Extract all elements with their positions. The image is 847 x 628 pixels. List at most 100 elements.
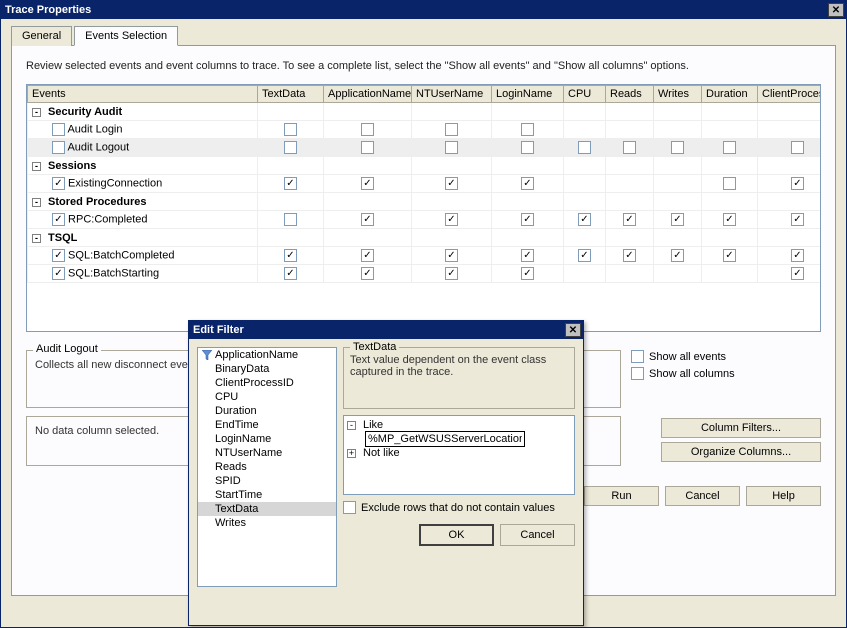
cell-checkbox[interactable] (445, 213, 458, 226)
filter-tree[interactable]: - Like + Not like (343, 415, 575, 495)
ef-cancel-button[interactable]: Cancel (500, 524, 575, 546)
cell-checkbox[interactable] (671, 213, 684, 226)
cell-checkbox[interactable] (723, 141, 736, 154)
event-row[interactable]: Audit Login (28, 121, 822, 139)
tab-events-selection[interactable]: Events Selection (74, 26, 178, 46)
close-icon[interactable]: ✕ (828, 3, 844, 17)
event-row[interactable]: SQL:BatchCompleted (28, 247, 822, 265)
cell-checkbox[interactable] (521, 267, 534, 280)
cell-checkbox[interactable] (723, 249, 736, 262)
like-node[interactable]: - Like (347, 419, 571, 431)
row-checkbox[interactable] (52, 213, 65, 226)
like-value[interactable] (365, 431, 571, 447)
run-button[interactable]: Run (584, 486, 659, 506)
filter-list-item[interactable]: SPID (198, 474, 336, 488)
row-checkbox[interactable] (52, 123, 65, 136)
column-header[interactable]: ApplicationName (324, 86, 412, 103)
cell-checkbox[interactable] (623, 249, 636, 262)
cell-checkbox[interactable] (361, 213, 374, 226)
column-header[interactable]: NTUserName (412, 86, 492, 103)
events-grid[interactable]: EventsTextDataApplicationNameNTUserNameL… (26, 84, 821, 332)
cell-checkbox[interactable] (361, 123, 374, 136)
column-header[interactable]: CPU (564, 86, 606, 103)
filter-list-item[interactable]: TextData (198, 502, 336, 516)
cell-checkbox[interactable] (284, 141, 297, 154)
cell-checkbox[interactable] (284, 177, 297, 190)
collapse-icon[interactable]: - (347, 421, 356, 430)
cell-checkbox[interactable] (578, 141, 591, 154)
cell-checkbox[interactable] (361, 249, 374, 262)
cell-checkbox[interactable] (521, 123, 534, 136)
filter-list-item[interactable]: Reads (198, 460, 336, 474)
filter-list-item[interactable]: Writes (198, 516, 336, 530)
notlike-node[interactable]: + Not like (347, 447, 571, 459)
cell-checkbox[interactable] (445, 141, 458, 154)
cell-checkbox[interactable] (671, 249, 684, 262)
cell-checkbox[interactable] (671, 141, 684, 154)
close-icon[interactable]: ✕ (565, 323, 581, 337)
cell-checkbox[interactable] (623, 141, 636, 154)
cell-checkbox[interactable] (445, 249, 458, 262)
cell-checkbox[interactable] (521, 141, 534, 154)
show-all-columns-checkbox[interactable]: Show all columns (631, 367, 821, 380)
help-button[interactable]: Help (746, 486, 821, 506)
expand-icon[interactable]: + (347, 449, 356, 458)
filter-list-item[interactable]: CPU (198, 390, 336, 404)
event-row[interactable]: Audit Logout (28, 139, 822, 157)
cell-checkbox[interactable] (361, 267, 374, 280)
cell-checkbox[interactable] (521, 249, 534, 262)
row-checkbox[interactable] (52, 267, 65, 280)
cell-checkbox[interactable] (445, 123, 458, 136)
cell-checkbox[interactable] (521, 177, 534, 190)
collapse-icon[interactable]: - (32, 162, 41, 171)
cell-checkbox[interactable] (578, 249, 591, 262)
collapse-icon[interactable]: - (32, 198, 41, 207)
show-all-events-checkbox[interactable]: Show all events (631, 350, 821, 363)
organize-columns-button[interactable]: Organize Columns... (661, 442, 821, 462)
column-header[interactable]: Reads (606, 86, 654, 103)
ok-button[interactable]: OK (419, 524, 494, 546)
column-header[interactable]: Duration (702, 86, 758, 103)
cell-checkbox[interactable] (791, 141, 804, 154)
cell-checkbox[interactable] (361, 141, 374, 154)
event-row[interactable]: RPC:Completed (28, 211, 822, 229)
cell-checkbox[interactable] (284, 213, 297, 226)
exclude-rows-checkbox[interactable]: Exclude rows that do not contain values (343, 501, 575, 514)
cell-checkbox[interactable] (791, 267, 804, 280)
cell-checkbox[interactable] (284, 123, 297, 136)
column-header[interactable]: ClientProcess (758, 86, 822, 103)
column-header[interactable]: LoginName (492, 86, 564, 103)
cell-checkbox[interactable] (445, 267, 458, 280)
cell-checkbox[interactable] (578, 213, 591, 226)
filter-list-item[interactable]: BinaryData (198, 362, 336, 376)
filter-column-list[interactable]: ApplicationNameBinaryDataClientProcessID… (197, 347, 337, 587)
cell-checkbox[interactable] (723, 213, 736, 226)
cell-checkbox[interactable] (521, 213, 534, 226)
column-header[interactable]: Writes (654, 86, 702, 103)
cell-checkbox[interactable] (445, 177, 458, 190)
row-checkbox[interactable] (52, 177, 65, 190)
column-header[interactable]: Events (28, 86, 258, 103)
filter-list-item[interactable]: EndTime (198, 418, 336, 432)
column-filters-button[interactable]: Column Filters... (661, 418, 821, 438)
filter-value-input[interactable] (368, 433, 522, 445)
collapse-icon[interactable]: - (32, 234, 41, 243)
filter-list-item[interactable]: NTUserName (198, 446, 336, 460)
filter-list-item[interactable]: LoginName (198, 432, 336, 446)
collapse-icon[interactable]: - (32, 108, 41, 117)
filter-list-item[interactable]: StartTime (198, 488, 336, 502)
filter-list-item[interactable]: ApplicationName (198, 348, 336, 362)
cell-checkbox[interactable] (284, 249, 297, 262)
cell-checkbox[interactable] (791, 213, 804, 226)
row-checkbox[interactable] (52, 141, 65, 154)
row-checkbox[interactable] (52, 249, 65, 262)
event-row[interactable]: ExistingConnection (28, 175, 822, 193)
filter-list-item[interactable]: ClientProcessID (198, 376, 336, 390)
cell-checkbox[interactable] (791, 249, 804, 262)
tab-general[interactable]: General (11, 26, 72, 46)
cell-checkbox[interactable] (361, 177, 374, 190)
column-header[interactable]: TextData (258, 86, 324, 103)
filter-list-item[interactable]: Duration (198, 404, 336, 418)
cell-checkbox[interactable] (623, 213, 636, 226)
cell-checkbox[interactable] (791, 177, 804, 190)
